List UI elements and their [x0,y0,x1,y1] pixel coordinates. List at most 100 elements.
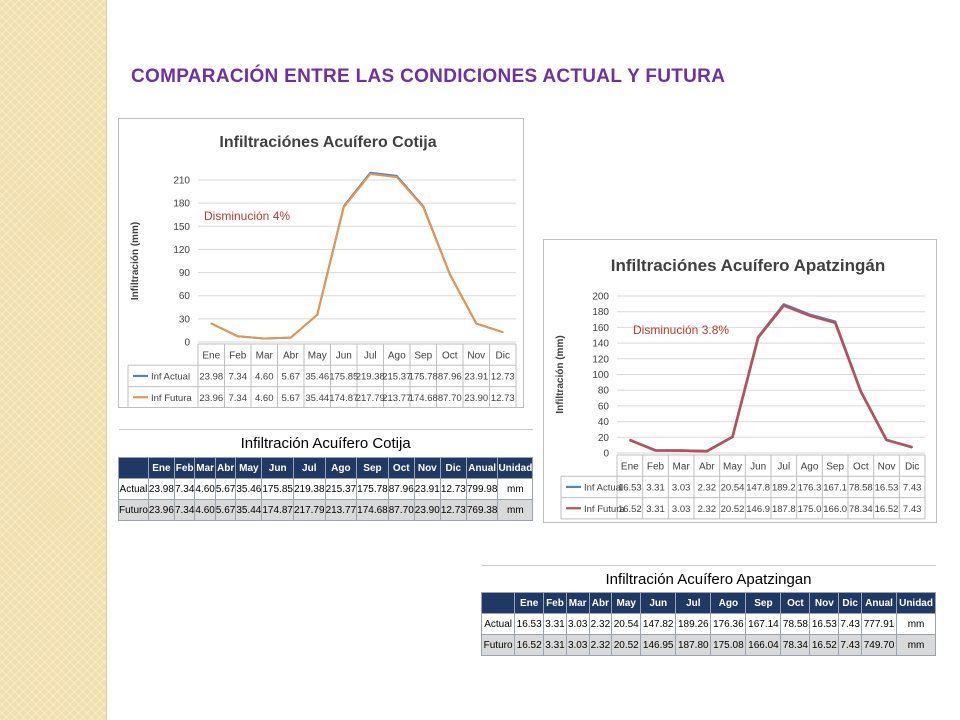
table-cell: 78.34 [780,634,811,656]
data-point [757,336,759,339]
y-tick-label: 200 [592,292,609,303]
data-label: 35.44 [305,393,329,404]
table-column-header: Oct [387,457,415,479]
table-row: Actual 16.53 3.31 3.03 2.32 20.54 147.82 189.26… [480,613,936,635]
annotation-label: Disminución 4% [204,209,290,223]
data-point [629,439,631,441]
series-line [210,173,504,340]
table-column-header: Sep [745,592,782,614]
table-cell: 175.78 [356,478,389,500]
data-label: 16.52 [875,504,899,515]
table-cell: 3.03 [565,634,590,656]
table-column-header: Ene [514,592,545,614]
data-label: 3.03 [672,504,691,515]
chart-apatzingan: Infiltraciónes Acuífero Apatzingán Infilt… [543,239,937,523]
data-point [236,335,239,338]
data-point [448,273,451,276]
chart-title: Infiltraciónes Acuífero Apatzingán [611,256,886,275]
legend-entry: Inf Futura [584,504,625,515]
data-point [783,304,785,307]
table-cell: 175.85 [261,478,294,500]
data-label: 7.34 [229,393,248,404]
data-point [731,436,734,438]
data-label: 23.96 [199,393,223,404]
table-column-header: Mar [565,592,590,614]
table-cell: 4.60 [194,478,216,500]
table-caption: Infiltración Acuífero Cotija [118,429,533,458]
table-column-header: Abr [214,457,237,479]
table-column-header: Jun [261,457,294,479]
table-caption: Infiltración Acuífero Apatzingan [481,565,936,593]
data-label: 187.8 [772,504,796,515]
table-header-corner [480,592,516,614]
data-label: 20.52 [721,504,745,515]
table-column-header: Feb [173,457,196,479]
table-cell: 7.43 [838,613,863,635]
data-label: 3.31 [646,482,665,493]
table-column-header: Mar [194,457,216,479]
x-tick-label: May [308,351,327,362]
table-cell: 176.36 [710,613,747,635]
table-cell: mm [896,613,936,635]
chart-apatzingan-svg: Infiltraciónes Acuífero Apatzingán Infilt… [543,239,937,523]
y-tick-label: 140 [592,339,609,350]
table-cell: 175.08 [710,634,747,656]
data-point [369,173,372,175]
x-tick-label: Oct [442,351,458,362]
data-point [422,206,425,209]
y-tick-label: 160 [592,323,609,334]
annotation-label: Disminución 3.8% [633,323,729,337]
table-cell: 215.37 [324,478,358,500]
table-cell: 174.87 [261,499,294,521]
x-tick-label: Nov [467,351,485,362]
data-label: 7.34 [229,371,248,382]
table-cell: 87.70 [387,499,415,521]
y-tick-label: 90 [179,268,191,279]
data-label: 189.2 [772,482,796,493]
table-column-header: Nov [809,592,840,614]
table-column-header: May [611,592,642,614]
table-header-corner [118,457,149,479]
data-label: 4.60 [255,371,274,382]
table-column-header: Abr [588,592,613,614]
x-tick-label: Ene [621,462,639,473]
table-cell: 7.34 [173,499,196,521]
table-cell: 217.79 [292,499,326,521]
table-row-label: Actual [480,613,516,635]
table-column-header: Sep [356,457,389,479]
data-label: 219.38 [356,371,385,382]
y-tick-label: 0 [184,338,190,349]
table-cell: 189.26 [675,613,712,635]
data-point [475,322,478,325]
series-line [629,304,913,453]
data-point [808,314,811,317]
table-cell: 777.91 [861,613,898,635]
decorative-side-border [0,0,107,720]
data-label: 12.73 [491,371,515,382]
data-label: 23.91 [464,371,488,382]
table-column-header: Ago [710,592,747,614]
table-column-header: Ene [147,457,175,479]
table-column-header: Jul [292,457,326,479]
table-row: Futuro 16.52 3.31 3.03 2.32 20.52 146.95 187.80… [480,634,936,656]
x-tick-label: Jul [777,462,790,473]
table-cell: 35.44 [235,499,263,521]
table-cell: 166.04 [745,634,782,656]
table-cell: 174.68 [356,499,389,521]
table-cell: mm [497,499,534,521]
table-cell: 12.73 [439,499,467,521]
table-header-row: Ene Feb Mar Abr May Jun Jul Ago Sep Oct Nov Dic Anua… [480,592,936,614]
table-row-label: Actual [118,478,149,500]
table-cell: 2.32 [588,634,613,656]
slide-title: COMPARACIÓN ENTRE LAS CONDICIONES ACTUAL… [131,66,726,87]
y-tick-label: 180 [592,307,609,318]
data-point [316,313,319,316]
legend-entry: Inf Actual [151,371,190,382]
data-point [654,449,657,452]
x-tick-label: Dic [905,462,919,473]
table-column-header: Ago [324,457,358,479]
data-label: 2.32 [698,482,717,493]
data-label: 176.3 [798,482,822,493]
table-column-header: Anual [861,592,898,614]
y-tick-label: 100 [592,370,609,381]
